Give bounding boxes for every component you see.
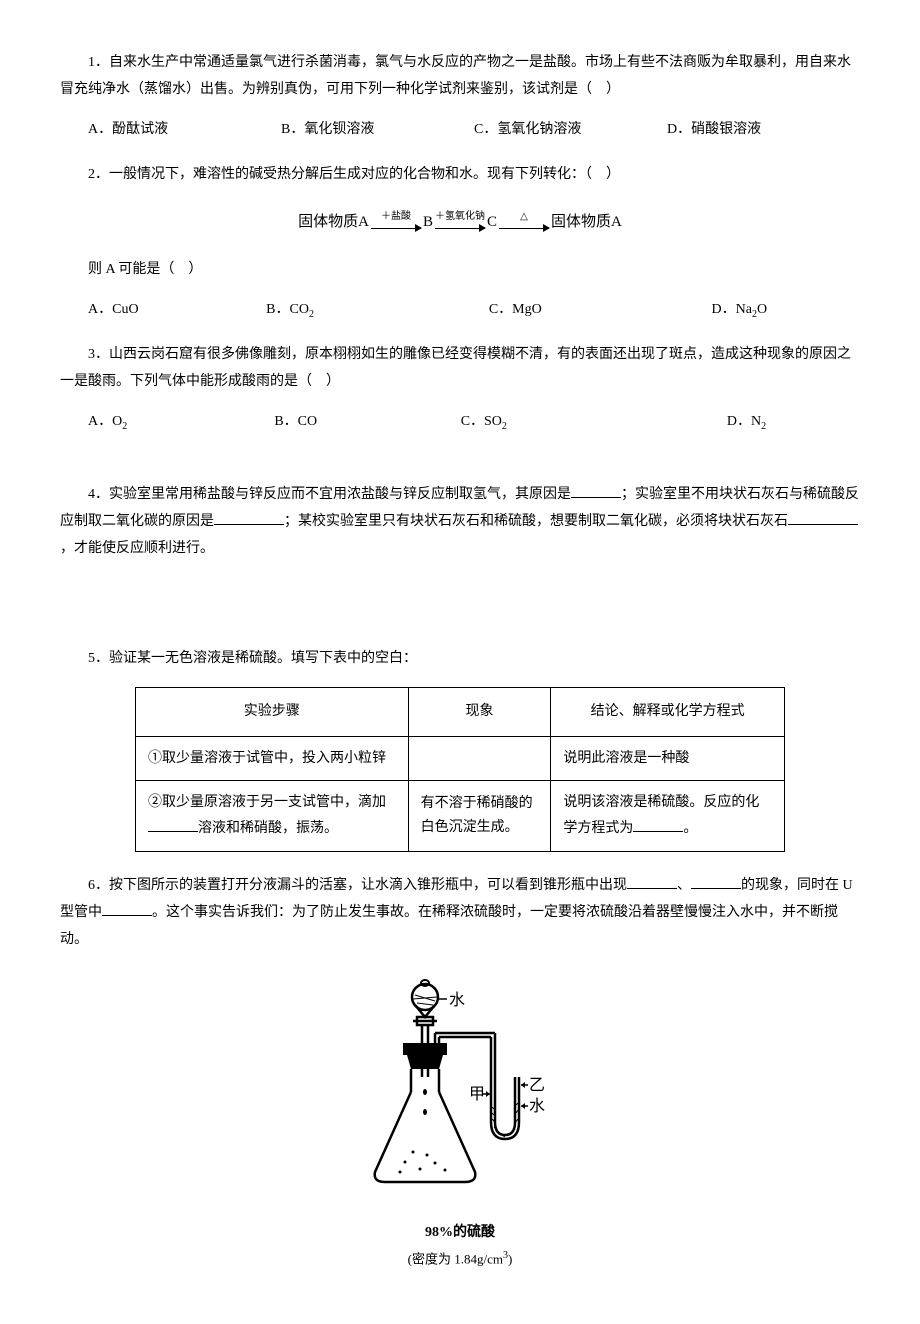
question-5-text: 5．验证某一无色溶液是稀硫酸。填写下表中的空白： bbox=[60, 646, 860, 673]
water-label: 水 bbox=[449, 991, 465, 1009]
blank bbox=[788, 508, 858, 525]
table-cell: 说明此溶液是一种酸 bbox=[551, 736, 785, 781]
table-header-1: 实验步骤 bbox=[136, 687, 409, 736]
table-cell: 说明该溶液是稀硫酸。反应的化学方程式为。 bbox=[551, 781, 785, 851]
table-cell: ②取少量原溶液于另一支试管中，滴加溶液和稀硝酸，振荡。 bbox=[136, 781, 409, 851]
apparatus-diagram: 水 bbox=[60, 977, 860, 1274]
table-header-3: 结论、解释或化学方程式 bbox=[551, 687, 785, 736]
question-2-equation: 固体物质A＋盐酸B＋氢氧化钠C△固体物质A bbox=[60, 208, 860, 237]
q3-option-a: A．O2 bbox=[88, 409, 274, 436]
blank bbox=[633, 815, 683, 832]
q1-option-d: D．硝酸银溶液 bbox=[667, 117, 860, 144]
q1-option-c: C．氢氧化钠溶液 bbox=[474, 117, 667, 144]
blank bbox=[627, 872, 677, 889]
jia-label: 甲 bbox=[469, 1086, 485, 1103]
blank bbox=[214, 508, 284, 525]
question-6-text: 6．按下图所示的装置打开分液漏斗的活塞，让水滴入锥形瓶中，可以看到锥形瓶中出现、… bbox=[60, 872, 860, 953]
table-cell: ①取少量溶液于试管中，投入两小粒锌 bbox=[136, 736, 409, 781]
question-1-options: A．酚酞试液 B．氧化钡溶液 C．氢氧化钠溶液 D．硝酸银溶液 bbox=[60, 117, 860, 144]
q3-option-b: B．CO bbox=[274, 409, 460, 436]
arrow-1: ＋盐酸 bbox=[371, 217, 421, 229]
q2-option-d: D．Na2O bbox=[712, 297, 860, 324]
table-cell: 有不溶于稀硝酸的白色沉淀生成。 bbox=[408, 781, 551, 851]
arrow-3: △ bbox=[499, 217, 549, 229]
question-2-text: 2．一般情况下，难溶性的碱受热分解后生成对应的化合物和水。现有下列转化：（ ） bbox=[60, 162, 860, 189]
q1-option-a: A．酚酞试液 bbox=[88, 117, 281, 144]
blank bbox=[571, 481, 621, 498]
diagram-caption-2: (密度为 1.84g/cm3) bbox=[355, 1246, 565, 1272]
blank bbox=[691, 872, 741, 889]
table-header-row: 实验步骤 现象 结论、解释或化学方程式 bbox=[136, 687, 785, 736]
q3-option-c: C．SO2 bbox=[461, 409, 727, 436]
question-2-options: A．CuO B．CO2 C．MgO D．Na2O bbox=[60, 297, 860, 324]
table-row: ②取少量原溶液于另一支试管中，滴加溶液和稀硝酸，振荡。 有不溶于稀硝酸的白色沉淀… bbox=[136, 781, 785, 851]
experiment-table: 实验步骤 现象 结论、解释或化学方程式 ①取少量溶液于试管中，投入两小粒锌 说明… bbox=[135, 687, 785, 852]
question-4-text: 4．实验室里常用稀盐酸与锌反应而不宜用浓盐酸与锌反应制取氢气，其原因是；实验室里… bbox=[60, 481, 860, 562]
question-3-text: 3．山西云岗石窟有很多佛像雕刻，原本栩栩如生的雕像已经变得模糊不清，有的表面还出… bbox=[60, 342, 860, 395]
arrow-2: ＋氢氧化钠 bbox=[435, 217, 485, 229]
yi-label: 乙 bbox=[529, 1077, 545, 1094]
q3-option-d: D．N2 bbox=[727, 409, 860, 436]
blank bbox=[102, 899, 152, 916]
question-3-options: A．O2 B．CO C．SO2 D．N2 bbox=[60, 409, 860, 436]
diagram-caption-1: 98%的硫酸 bbox=[355, 1220, 565, 1247]
question-1-text: 1．自来水生产中常通适量氯气进行杀菌消毒，氯气与水反应的产物之一是盐酸。市场上有… bbox=[60, 50, 860, 103]
table-header-2: 现象 bbox=[408, 687, 551, 736]
table-cell bbox=[408, 736, 551, 781]
q2-option-c: C．MgO bbox=[489, 297, 712, 324]
table-row: ①取少量溶液于试管中，投入两小粒锌 说明此溶液是一种酸 bbox=[136, 736, 785, 781]
eq-suffix: 固体物质A bbox=[551, 214, 622, 230]
question-2-followup: 则 A 可能是（ ） bbox=[60, 257, 860, 284]
eq-mid1: B bbox=[423, 214, 433, 230]
q2-option-a: A．CuO bbox=[88, 297, 266, 324]
eq-prefix: 固体物质A bbox=[298, 214, 369, 230]
q1-option-b: B．氧化钡溶液 bbox=[281, 117, 474, 144]
blank bbox=[148, 815, 198, 832]
q2-option-b: B．CO2 bbox=[266, 297, 489, 324]
flask-apparatus-svg: 水 bbox=[355, 977, 565, 1207]
eq-mid2: C bbox=[487, 214, 497, 230]
water2-label: 水 bbox=[529, 1097, 545, 1115]
